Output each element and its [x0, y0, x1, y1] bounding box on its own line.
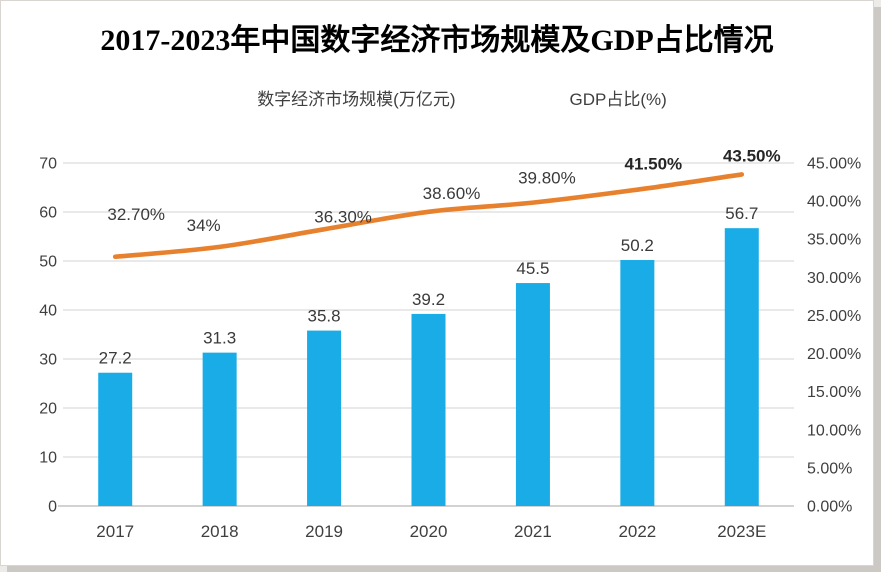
- chart-title: 2017-2023年中国数字经济市场规模及GDP占比情况: [100, 24, 774, 57]
- right-axis-tick-label: 30.00%: [807, 270, 861, 287]
- bar-2019: [307, 330, 342, 506]
- bar-data-label: 56.7: [725, 204, 758, 223]
- left-axis-tick-label: 60: [39, 205, 57, 222]
- bar-2022: [620, 260, 655, 506]
- x-axis-category-label: 2023E: [717, 522, 766, 541]
- line-data-label: 32.70%: [107, 205, 165, 224]
- bar-data-label: 31.3: [203, 329, 236, 348]
- gdp-share-line: [112, 172, 745, 260]
- right-axis-tick-label: 35.00%: [807, 232, 861, 249]
- legend-label-bar-series: 数字经济市场规模(万亿元): [257, 90, 456, 109]
- legend-item-line-series: GDP占比(%): [516, 85, 667, 110]
- right-axis-tick-label: 45.00%: [807, 156, 861, 173]
- bar-2023E: [724, 228, 759, 507]
- left-axis-tick-label: 70: [39, 156, 57, 173]
- left-axis-tick-label: 20: [39, 401, 57, 418]
- bar-data-label: 27.2: [99, 349, 132, 368]
- right-axis-tick-label: 40.00%: [807, 194, 861, 211]
- legend-label-line-series: GDP占比(%): [569, 90, 667, 109]
- right-axis-tick-label: 20.00%: [807, 346, 861, 363]
- chart-legend: 数字经济市场规模(万亿元) GDP占比(%): [1, 85, 873, 110]
- left-axis-tick-label: 50: [39, 254, 57, 271]
- bar-2021: [515, 283, 550, 506]
- x-axis-category-label: 2022: [618, 522, 656, 541]
- right-axis-tick-label: 5.00%: [807, 460, 852, 477]
- right-axis-tick-label: 10.00%: [807, 422, 861, 439]
- line-data-label: 34%: [187, 216, 221, 235]
- left-axis-tick-label: 0: [48, 499, 57, 516]
- right-axis-tick-label: 0.00%: [807, 499, 852, 516]
- bar-data-label: 45.5: [516, 259, 549, 278]
- bar-data-label: 35.8: [308, 307, 341, 326]
- left-axis-tick-label: 10: [39, 450, 57, 467]
- x-axis-category-label: 2020: [410, 522, 448, 541]
- line-data-label: 38.60%: [423, 184, 481, 203]
- chart-plot-area: 0 10 20 30 40 50 60 70 0.00% 5.00% 10.00% 15.00% 20.…: [39, 146, 861, 541]
- legend-item-bar-series: 数字经济市场规模(万亿元): [207, 85, 455, 110]
- x-axis-category-label: 2021: [514, 522, 552, 541]
- x-axis-category-label: 2018: [201, 522, 239, 541]
- right-axis-tick-label: 25.00%: [807, 308, 861, 325]
- line-data-label: 36.30%: [314, 207, 372, 226]
- line-data-label: 41.50%: [625, 155, 683, 174]
- bar-2018: [202, 352, 237, 506]
- x-axis-category-label: 2019: [305, 522, 343, 541]
- bar-2017: [98, 372, 133, 506]
- bar-data-label: 50.2: [621, 236, 654, 255]
- bar-2020: [411, 313, 446, 506]
- line-data-label: 39.80%: [518, 169, 576, 188]
- x-axis-category-label: 2017: [96, 522, 134, 541]
- right-axis-tick-label: 15.00%: [807, 384, 861, 401]
- left-axis-tick-label: 30: [39, 352, 57, 369]
- left-axis-tick-label: 40: [39, 303, 57, 320]
- line-data-label: 43.50%: [723, 146, 781, 165]
- bar-data-label: 39.2: [412, 290, 445, 309]
